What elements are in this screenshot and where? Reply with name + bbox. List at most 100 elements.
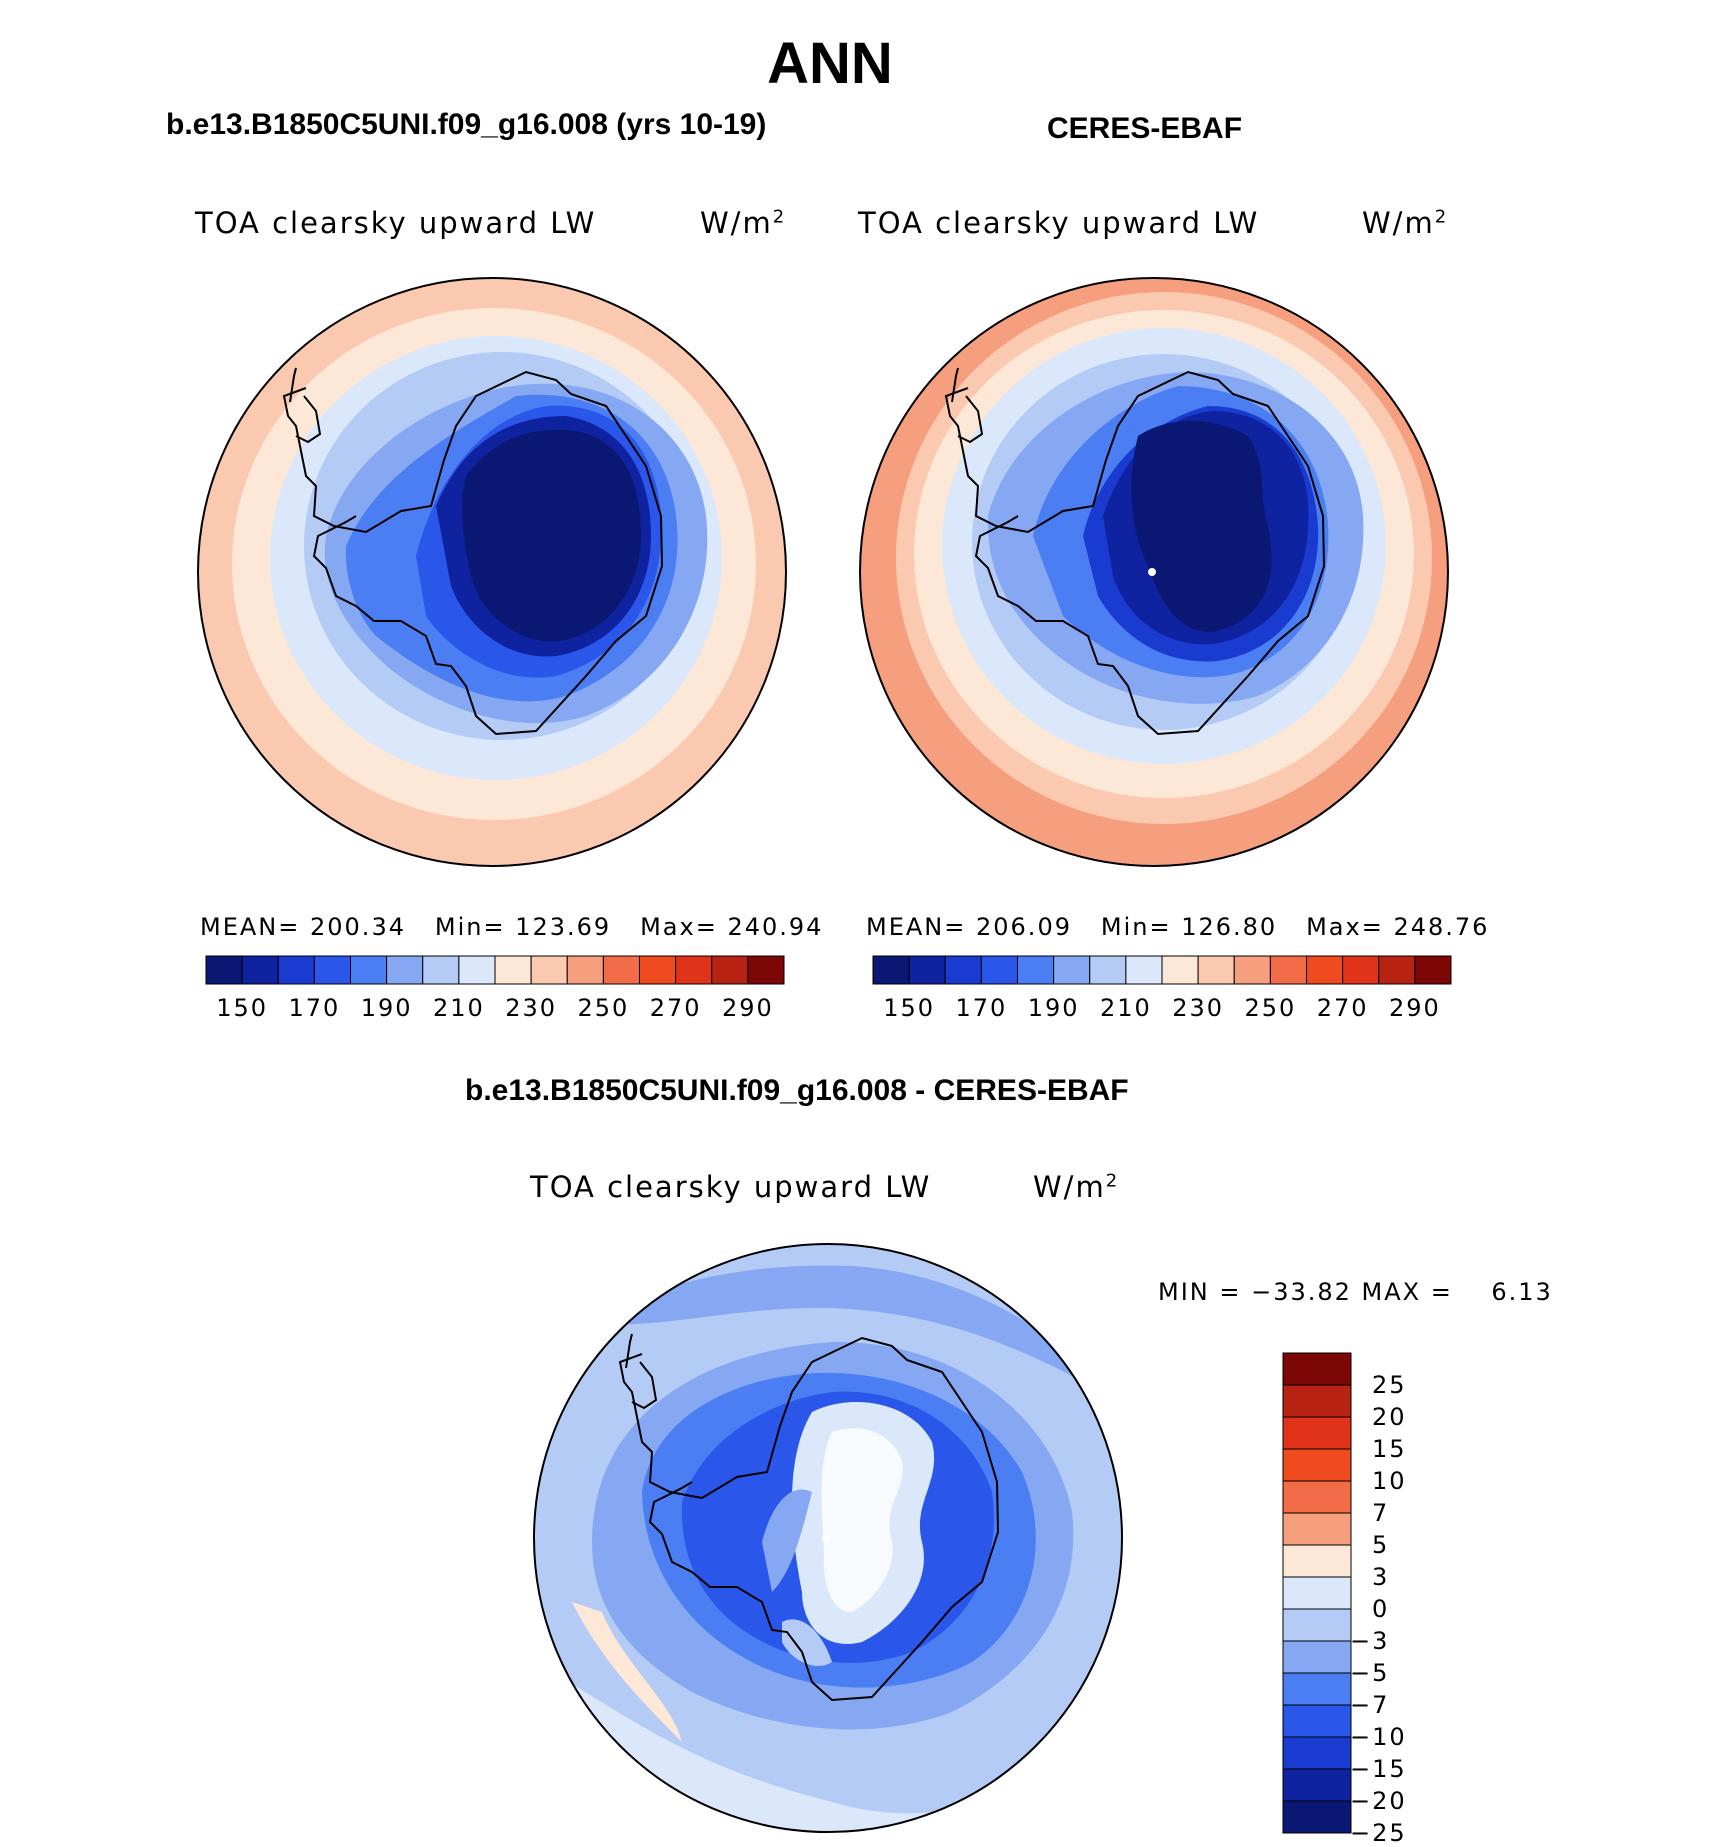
diff-colorbar-box	[1282, 1416, 1352, 1450]
colorbar-box	[458, 955, 496, 985]
colorbar-box	[1269, 955, 1307, 985]
colorbar-tick-label: 290	[1388, 994, 1441, 1022]
diff-colorbar-box	[1282, 1352, 1352, 1386]
diff-colorbar-box	[1282, 1704, 1352, 1738]
colorbar-box	[566, 955, 604, 985]
panel2-colorbar	[872, 955, 1452, 985]
colorbar-tick-label: 270	[649, 994, 702, 1022]
diff-colorbar-box	[1282, 1800, 1352, 1834]
diff-colorbar-tick-label: 25	[1372, 1371, 1407, 1399]
diff-colorbar-box	[1282, 1384, 1352, 1418]
panel2-case-title: CERES-EBAF	[1047, 112, 1243, 145]
colorbar-box	[944, 955, 982, 985]
diff-colorbar-box	[1282, 1768, 1352, 1802]
diff-colorbar-tick-label: 7	[1372, 1499, 1390, 1527]
diff-colorbar-tick-label: 5	[1372, 1531, 1390, 1559]
colorbar-box	[1089, 955, 1127, 985]
diff-colorbar-tick-label: 0	[1372, 1595, 1390, 1623]
colorbar-box	[1125, 955, 1163, 985]
colorbar-box	[1414, 955, 1452, 985]
panel1-variable-label: TOA clearsky upward LW	[195, 206, 597, 240]
colorbar-tick-label: 190	[1027, 994, 1080, 1022]
colorbar-box	[494, 955, 532, 985]
diff-colorbar-box	[1282, 1608, 1352, 1642]
colorbar-tick-label: 270	[1316, 994, 1369, 1022]
diff-colorbar-box	[1282, 1672, 1352, 1706]
colorbar-box	[1197, 955, 1235, 985]
colorbar-box	[639, 955, 677, 985]
panel1-colorbar-ticks: 150 170 190 210 230 250 270 290	[205, 994, 785, 1024]
colorbar-tick-label: 210	[1099, 994, 1152, 1022]
panel1-colorbar	[205, 955, 785, 985]
diff-case-title: b.e13.B1850C5UNI.f09_g16.008 - CERES-EBA…	[465, 1074, 1129, 1107]
colorbar-box	[205, 955, 243, 985]
diff-colorbar-box	[1282, 1544, 1352, 1578]
colorbar-tick-label: 210	[432, 994, 485, 1022]
colorbar-box	[313, 955, 351, 985]
diff-colorbar-ticks: 25 20 15 10 7 5 3 0 −3 −5 −7 −10 −15 −20 −25	[1350, 1352, 1478, 1847]
colorbar-box	[1342, 955, 1380, 985]
colorbar-box	[1017, 955, 1055, 985]
colorbar-box	[675, 955, 713, 985]
diff-colorbar-box	[1282, 1480, 1352, 1514]
diff-colorbar-tick-label: −7	[1350, 1691, 1390, 1719]
colorbar-box	[1378, 955, 1416, 985]
colorbar-box	[386, 955, 424, 985]
colorbar-tick-label: 230	[505, 994, 558, 1022]
colorbar-tick-label: 250	[1244, 994, 1297, 1022]
colorbar-box	[422, 955, 460, 985]
diff-colorbar-tick-label: −15	[1350, 1755, 1407, 1783]
diff-colorbar-tick-label: 10	[1372, 1467, 1407, 1495]
colorbar-tick-label: 190	[360, 994, 413, 1022]
diff-colorbar-tick-label: 3	[1372, 1563, 1390, 1591]
model-polar-map	[197, 277, 787, 867]
panel2-variable-label: TOA clearsky upward LW	[858, 206, 1260, 240]
diff-units: W/m2	[1033, 1170, 1120, 1204]
diff-min-max: MIN = −33.82 MAX = 6.13	[1158, 1278, 1553, 1306]
colorbar-box	[241, 955, 279, 985]
diff-colorbar-box	[1282, 1576, 1352, 1610]
colorbar-box	[711, 955, 749, 985]
colorbar-box	[1306, 955, 1344, 985]
colorbar-box	[1053, 955, 1091, 985]
panel2-colorbar-ticks: 150 170 190 210 230 250 270 290	[872, 994, 1452, 1024]
difference-polar-map	[533, 1243, 1123, 1833]
panel2-stats: MEAN= 206.09 Min= 126.80 Max= 248.76	[866, 913, 1490, 941]
panel1-stats: MEAN= 200.34 Min= 123.69 Max= 240.94	[200, 913, 824, 941]
diff-colorbar-box	[1282, 1448, 1352, 1482]
diff-colorbar-tick-label: 15	[1372, 1435, 1407, 1463]
colorbar-tick-label: 150	[883, 994, 936, 1022]
diff-colorbar-tick-label: −3	[1350, 1627, 1390, 1655]
colorbar-tick-label: 250	[577, 994, 630, 1022]
diff-colorbar-tick-label: −25	[1350, 1819, 1407, 1847]
colorbar-box	[1233, 955, 1271, 985]
diff-colorbar-tick-label: −5	[1350, 1659, 1390, 1687]
diff-variable-label: TOA clearsky upward LW	[530, 1170, 932, 1204]
colorbar-box	[980, 955, 1018, 985]
colorbar-box	[1161, 955, 1199, 985]
colorbar-tick-label: 230	[1172, 994, 1225, 1022]
panel2-units: W/m2	[1362, 206, 1449, 240]
panel1-units: W/m2	[700, 206, 787, 240]
diff-colorbar-box	[1282, 1640, 1352, 1674]
page-title: ANN	[767, 31, 893, 96]
diff-colorbar	[1282, 1352, 1352, 1834]
diff-colorbar-box	[1282, 1512, 1352, 1546]
colorbar-tick-label: 150	[216, 994, 269, 1022]
colorbar-box	[872, 955, 910, 985]
observation-polar-map	[859, 277, 1449, 867]
colorbar-box	[908, 955, 946, 985]
colorbar-tick-label: 290	[721, 994, 774, 1022]
colorbar-box	[350, 955, 388, 985]
diff-colorbar-tick-label: −10	[1350, 1723, 1407, 1751]
diff-colorbar-tick-label: −20	[1350, 1787, 1407, 1815]
colorbar-box	[747, 955, 785, 985]
colorbar-box	[530, 955, 568, 985]
colorbar-box	[602, 955, 640, 985]
colorbar-box	[277, 955, 315, 985]
colorbar-tick-label: 170	[288, 994, 341, 1022]
panel1-case-title: b.e13.B1850C5UNI.f09_g16.008 (yrs 10-19)	[166, 108, 767, 141]
colorbar-tick-label: 170	[955, 994, 1008, 1022]
diff-colorbar-box	[1282, 1736, 1352, 1770]
diff-colorbar-tick-label: 20	[1372, 1403, 1407, 1431]
